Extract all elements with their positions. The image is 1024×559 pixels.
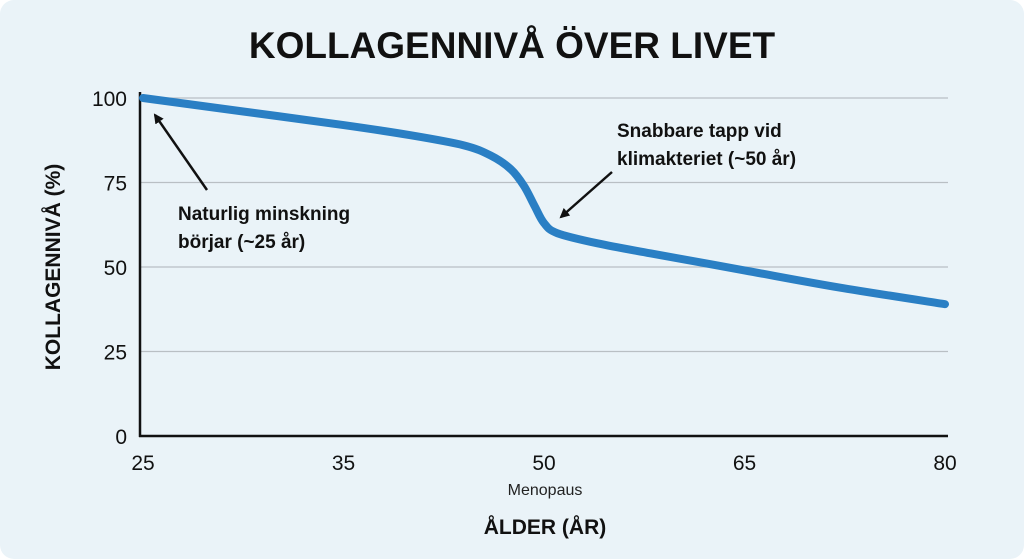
annotation-text: Naturlig minskning bbox=[178, 204, 350, 225]
x-tick-label: 50 bbox=[532, 452, 555, 475]
annotation-arrow bbox=[559, 171, 613, 219]
x-tick-label: 80 bbox=[933, 452, 956, 475]
y-tick-label: 25 bbox=[104, 342, 127, 365]
y-tick-label: 0 bbox=[115, 426, 127, 449]
annotation-arrow bbox=[153, 113, 209, 191]
chart-title: KOLLAGENNIVÅ ÖVER LIVET bbox=[249, 25, 776, 66]
y-axis-label: KOLLAGENNIVÅ (%) bbox=[41, 164, 65, 371]
x-tick-note: Menopaus bbox=[508, 482, 583, 499]
x-tick-label: 65 bbox=[733, 452, 756, 475]
y-tick-label: 100 bbox=[92, 88, 127, 111]
annotation-text: klimakteriet (~50 år) bbox=[617, 149, 796, 170]
annotation-text: börjar (~25 år) bbox=[178, 232, 305, 253]
x-tick-label: 25 bbox=[131, 452, 154, 475]
y-tick-label: 50 bbox=[104, 257, 127, 280]
annotation-text: Snabbare tapp vid bbox=[617, 121, 782, 142]
x-tick-label: 35 bbox=[332, 452, 355, 475]
series-line bbox=[139, 94, 949, 309]
y-tick-label: 75 bbox=[104, 173, 127, 196]
x-axis-label: ÅLDER (ÅR) bbox=[484, 515, 606, 539]
